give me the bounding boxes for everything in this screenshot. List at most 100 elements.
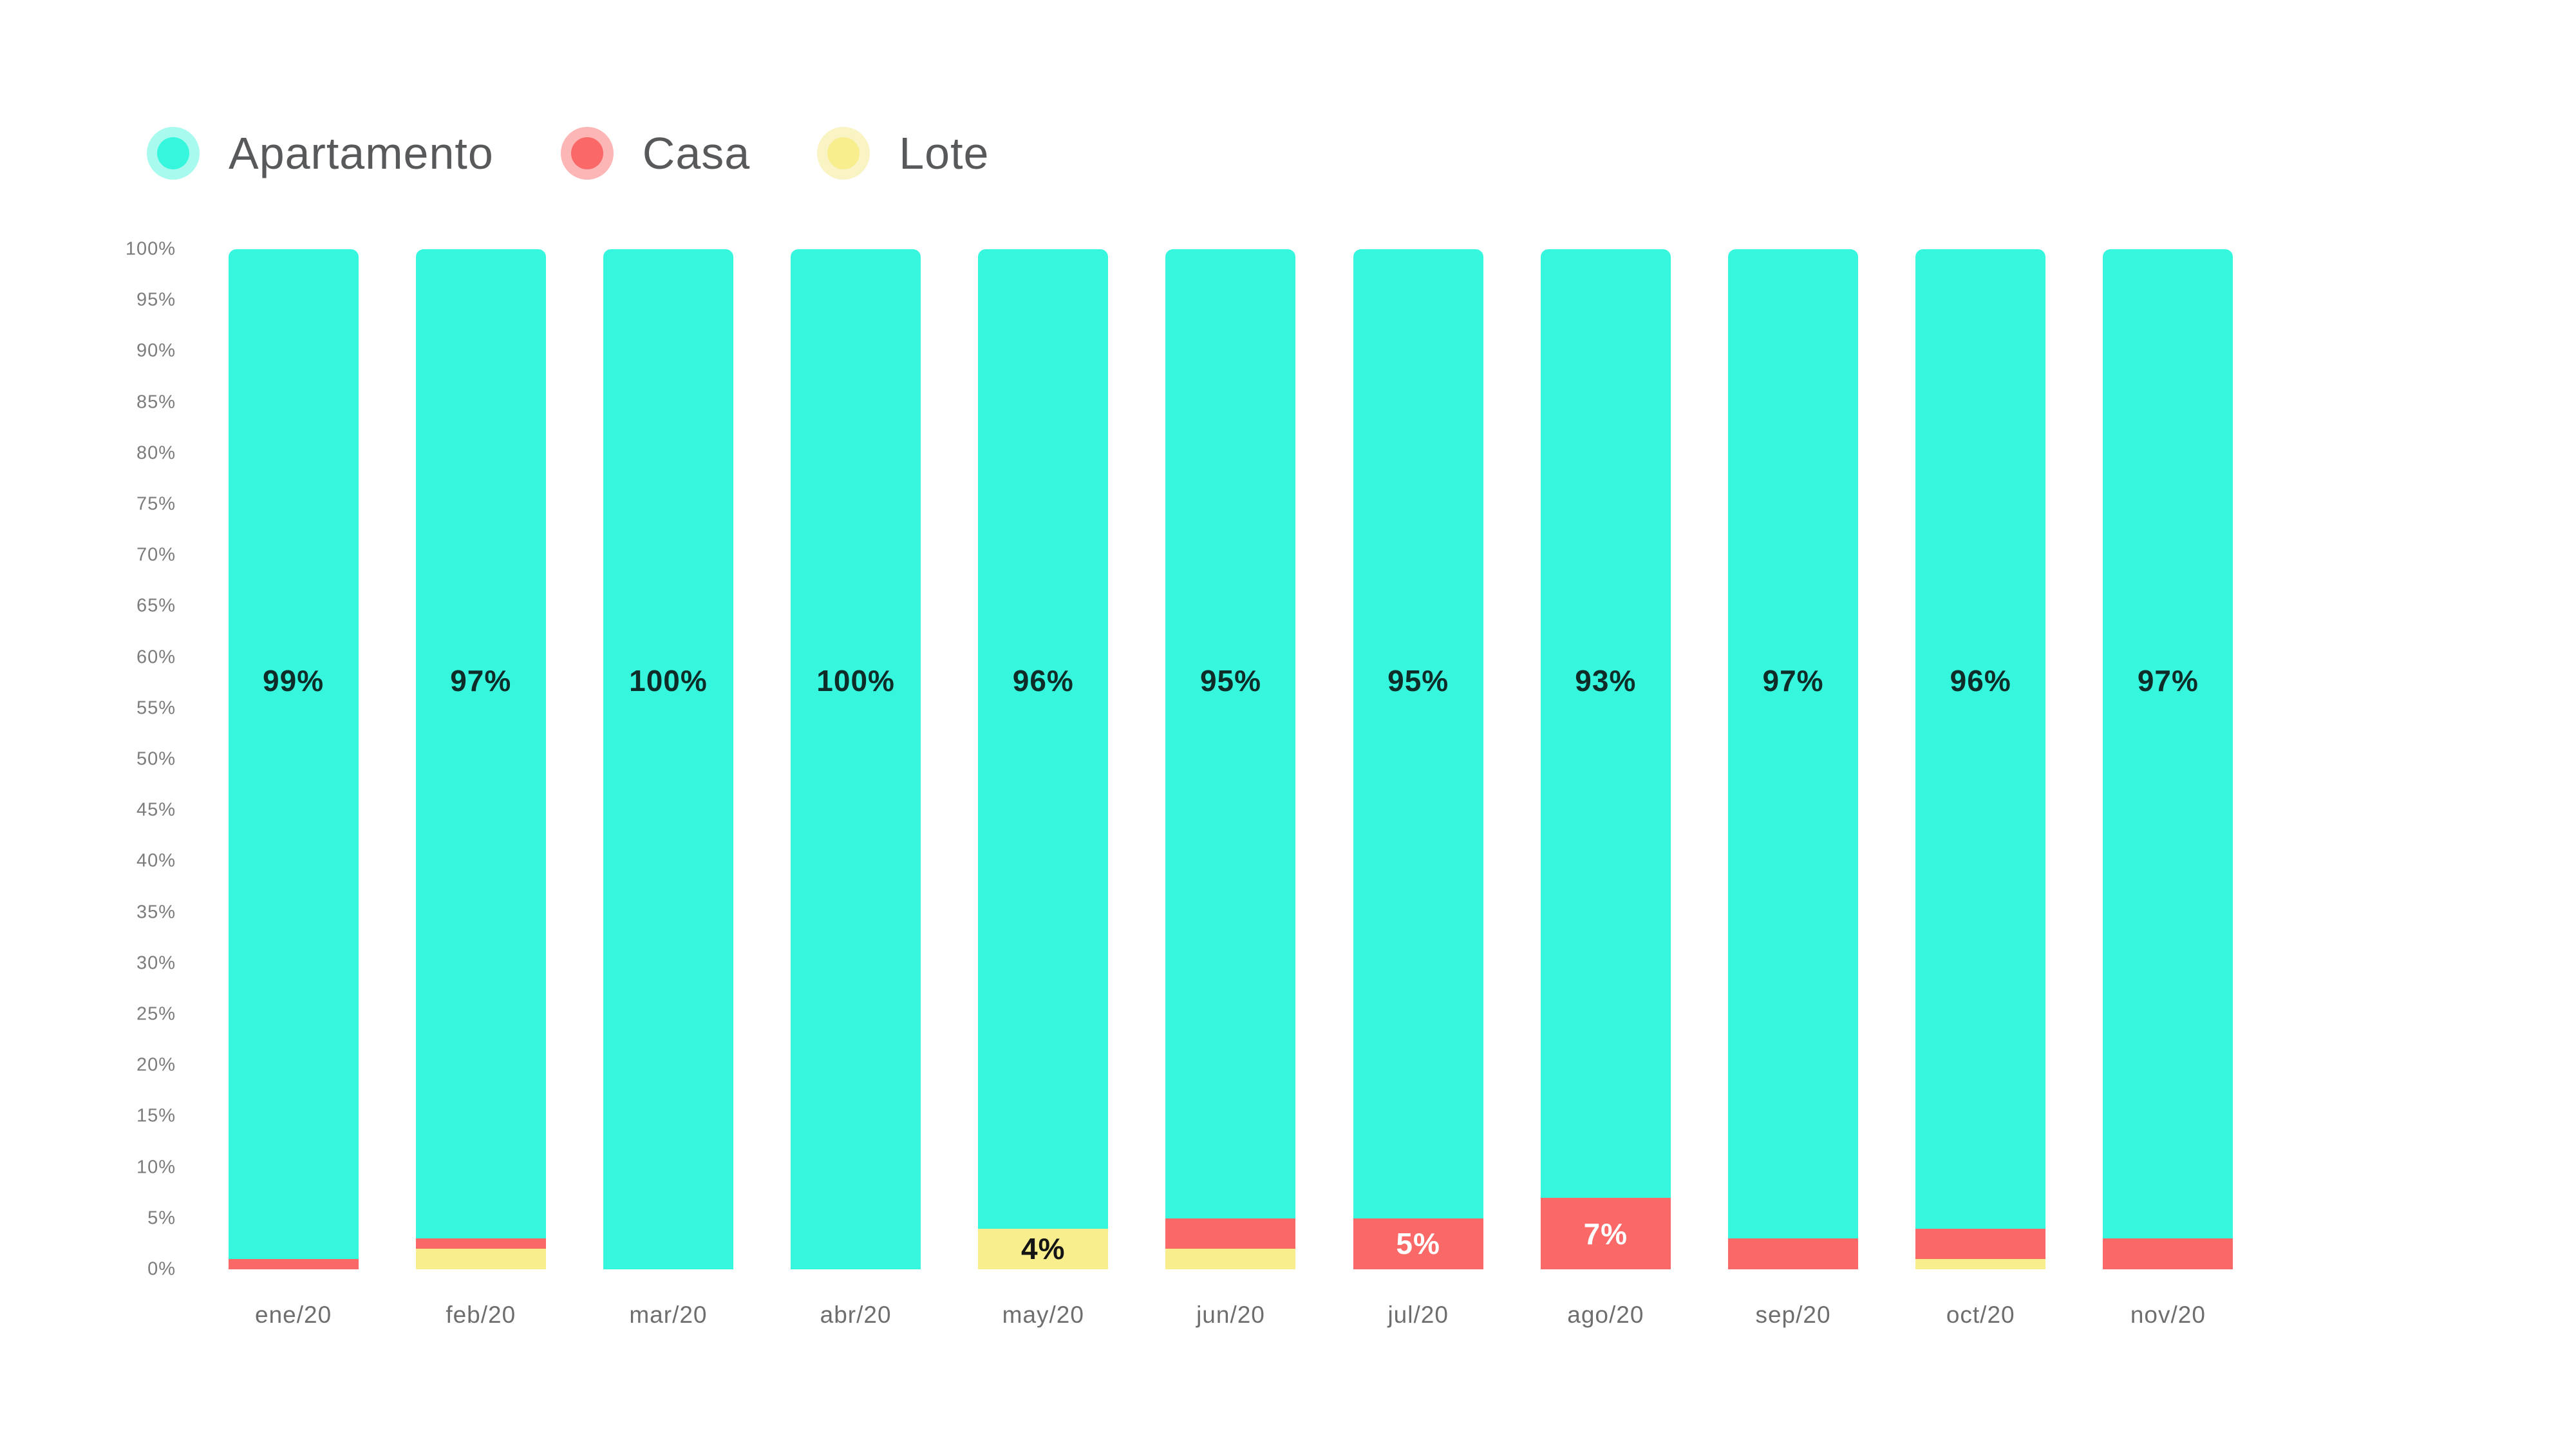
bar-column: 99% ene/20 xyxy=(200,249,387,1328)
y-axis-tick: 75% xyxy=(136,493,176,515)
segment-apartamento-jul/20[interactable] xyxy=(1353,249,1483,1218)
bar-oct/20[interactable]: 96% xyxy=(1915,249,2046,1269)
x-axis-label: may/20 xyxy=(1002,1302,1084,1328)
y-axis-tick: 70% xyxy=(136,544,176,565)
y-axis-tick: 0% xyxy=(147,1258,176,1280)
bar-column: 4% 96% may/20 xyxy=(950,249,1137,1328)
x-axis-label: sep/20 xyxy=(1755,1302,1831,1328)
x-axis-label: abr/20 xyxy=(820,1302,892,1328)
y-axis-tick: 10% xyxy=(136,1157,176,1178)
bar-ago/20[interactable]: 7% 93% xyxy=(1540,249,1671,1269)
bar-value-label: 96% xyxy=(1012,664,1074,697)
segment-lote-may/20[interactable]: 4% xyxy=(978,1228,1109,1269)
y-axis-tick: 90% xyxy=(136,340,176,361)
legend-dot-lote-icon xyxy=(827,137,860,169)
legend: Apartamento Casa Lote xyxy=(147,126,989,180)
segment-apartamento-ago/20[interactable] xyxy=(1540,249,1671,1198)
segment-apartamento-may/20[interactable] xyxy=(978,249,1109,1229)
legend-label-casa: Casa xyxy=(642,128,751,178)
bar-abr/20[interactable]: 100% xyxy=(791,249,921,1269)
bar-jul/20[interactable]: 5% 95% xyxy=(1353,249,1483,1269)
bar-column: 96% oct/20 xyxy=(1887,249,2074,1328)
y-axis-tick: 15% xyxy=(136,1105,176,1126)
x-axis-label: ago/20 xyxy=(1567,1302,1644,1328)
bar-value-label: 97% xyxy=(1762,664,1824,697)
y-axis-tick: 30% xyxy=(136,952,176,974)
bar-value-label: 97% xyxy=(450,664,512,697)
bar-value-label: 99% xyxy=(263,664,324,697)
bar-value-label: 96% xyxy=(1950,664,2011,697)
bar-column: 97% sep/20 xyxy=(1699,249,1886,1328)
legend-marker-casa-icon xyxy=(560,127,614,180)
y-axis-tick: 35% xyxy=(136,902,176,923)
x-axis-label: oct/20 xyxy=(1946,1302,2015,1328)
segment-casa-ene/20[interactable] xyxy=(228,1259,359,1269)
y-axis-tick: 65% xyxy=(136,595,176,616)
segment-apartamento-jun/20[interactable] xyxy=(1165,249,1296,1218)
x-axis-label: ene/20 xyxy=(255,1302,332,1328)
y-axis-tick: 55% xyxy=(136,697,176,719)
legend-marker-lote-icon xyxy=(817,127,870,180)
segment-apartamento-abr/20[interactable] xyxy=(791,249,921,1269)
segment-casa-feb/20[interactable] xyxy=(415,1238,546,1249)
segment-apartamento-oct/20[interactable] xyxy=(1915,249,2046,1229)
legend-marker-apartamento-icon xyxy=(147,127,200,180)
legend-label-apartamento: Apartamento xyxy=(229,128,494,178)
segment-casa-ago/20[interactable]: 7% xyxy=(1540,1198,1671,1269)
x-axis-label: jun/20 xyxy=(1196,1302,1265,1328)
y-axis-tick: 25% xyxy=(136,1003,176,1025)
y-axis: 100% 95% 90% 85% 80% 75% 70% 65% 60% 55% 50% 45% 40%… xyxy=(0,239,176,1280)
segment-apartamento-nov/20[interactable] xyxy=(2103,249,2233,1239)
legend-dot-casa-icon xyxy=(570,137,603,169)
segment-apartamento-sep/20[interactable] xyxy=(1728,249,1859,1239)
legend-item-lote[interactable]: Lote xyxy=(817,127,989,180)
y-axis-tick: 40% xyxy=(136,850,176,871)
segment-casa-nov/20[interactable] xyxy=(2103,1238,2233,1269)
segment-casa-oct/20[interactable] xyxy=(1915,1228,2046,1260)
bar-value-label: 100% xyxy=(816,664,895,697)
bar-value-label: 93% xyxy=(1575,664,1637,697)
y-axis-tick: 20% xyxy=(136,1054,176,1075)
legend-item-apartamento[interactable]: Apartamento xyxy=(147,127,494,180)
bar-column: 5% 95% jul/20 xyxy=(1324,249,1512,1328)
x-axis-label: nov/20 xyxy=(2130,1302,2206,1328)
bar-sep/20[interactable]: 97% xyxy=(1728,249,1859,1269)
bar-value-label: 95% xyxy=(1199,664,1262,697)
segment-value-label: 7% xyxy=(1583,1217,1628,1251)
y-axis-tick: 80% xyxy=(136,442,176,464)
y-axis-tick: 50% xyxy=(136,748,176,770)
segment-value-label: 5% xyxy=(1396,1227,1440,1261)
bar-column: 97% nov/20 xyxy=(2074,249,2262,1328)
bar-ene/20[interactable]: 99% xyxy=(228,249,359,1269)
segment-casa-jun/20[interactable] xyxy=(1165,1218,1296,1249)
x-axis-label: mar/20 xyxy=(629,1302,708,1328)
bar-column: 100% abr/20 xyxy=(762,249,950,1328)
segment-apartamento-feb/20[interactable] xyxy=(415,249,546,1239)
y-axis-tick: 5% xyxy=(147,1208,176,1229)
bar-value-label: 100% xyxy=(629,664,708,697)
segment-value-label: 4% xyxy=(1021,1232,1066,1266)
bar-nov/20[interactable]: 97% xyxy=(2103,249,2233,1269)
bar-mar/20[interactable]: 100% xyxy=(603,249,733,1269)
x-axis-label: jul/20 xyxy=(1387,1302,1449,1328)
segment-lote-feb/20[interactable] xyxy=(415,1249,546,1269)
y-axis-tick: 85% xyxy=(136,392,176,413)
bar-may/20[interactable]: 4% 96% xyxy=(978,249,1109,1269)
bar-value-label: 97% xyxy=(2137,664,2199,697)
bar-column: 95% jun/20 xyxy=(1137,249,1324,1328)
y-axis-tick: 100% xyxy=(125,238,176,260)
bar-jun/20[interactable]: 95% xyxy=(1165,249,1296,1269)
segment-apartamento-mar/20[interactable] xyxy=(603,249,733,1269)
legend-label-lote: Lote xyxy=(899,128,990,178)
legend-item-casa[interactable]: Casa xyxy=(560,127,751,180)
bar-column: 97% feb/20 xyxy=(387,249,574,1328)
segment-lote-jun/20[interactable] xyxy=(1165,1249,1296,1269)
segment-lote-oct/20[interactable] xyxy=(1915,1259,2046,1269)
bar-feb/20[interactable]: 97% xyxy=(415,249,546,1269)
y-axis-tick: 45% xyxy=(136,799,176,820)
y-axis-tick: 60% xyxy=(136,647,176,668)
segment-apartamento-ene/20[interactable] xyxy=(228,249,359,1260)
segment-casa-sep/20[interactable] xyxy=(1728,1238,1859,1269)
segment-casa-jul/20[interactable]: 5% xyxy=(1353,1218,1483,1269)
